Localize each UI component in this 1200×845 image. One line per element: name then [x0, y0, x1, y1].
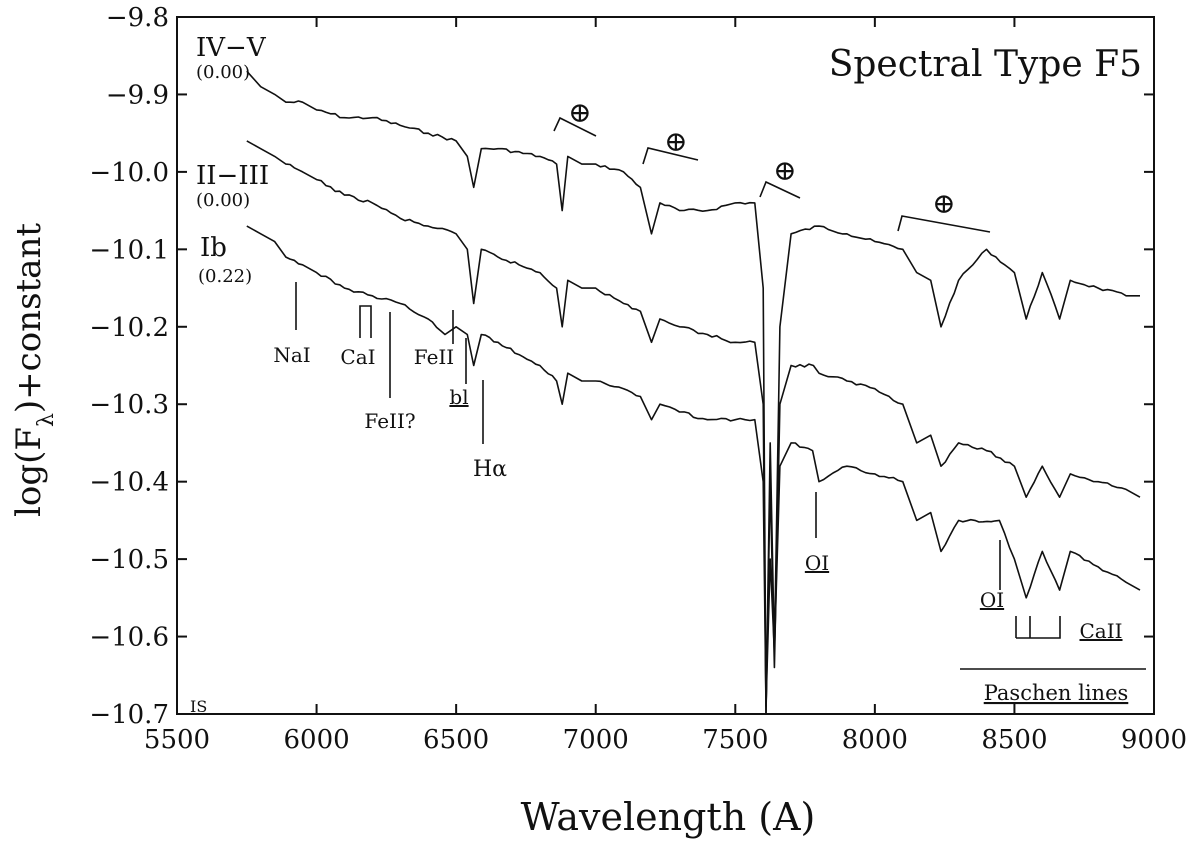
y-tick-label: −10.3 — [89, 390, 169, 420]
spectrum-line-0 — [246, 70, 1140, 715]
annotation-feii-q: FeII? — [364, 409, 415, 433]
annotation-feii: FeII — [414, 345, 454, 369]
x-tick-label: 8000 — [842, 725, 908, 755]
x-tick-label: 5500 — [144, 725, 210, 755]
series-note-ii-iii: (0.00) — [196, 190, 250, 211]
annotation-is: IS — [190, 697, 207, 716]
series-label-ib: Ib — [200, 233, 227, 263]
chart-title: Spectral Type F5 — [829, 44, 1142, 85]
spectra-series — [246, 70, 1141, 715]
x-tick-label: 9000 — [1121, 725, 1187, 755]
bracket-cai — [359, 305, 372, 338]
telluric-band-2 — [642, 147, 699, 165]
y-label-subscript: λ — [34, 413, 59, 427]
telluric-band-3 — [759, 180, 801, 199]
annotation-oi-1: OI — [805, 551, 829, 575]
annotation-oi-2: OI — [980, 588, 1004, 612]
spectrum-line-1 — [246, 140, 1141, 715]
telluric-symbol-2: ⊕ — [664, 125, 687, 158]
y-tick-label: −10.2 — [89, 313, 169, 343]
annotation-bl: bl — [449, 385, 468, 409]
y-tick-label: −9.8 — [106, 3, 169, 33]
series-label-ii-iii: II−III — [196, 161, 269, 191]
series-label-iv-v: IV−V — [196, 33, 267, 63]
y-axis-label: log(Fλ)+constant — [9, 223, 59, 517]
telluric-symbol-1: ⊕ — [568, 96, 591, 129]
telluric-band-4 — [897, 215, 991, 233]
telluric-band-1 — [553, 116, 597, 137]
annotation-paschen: Paschen lines — [984, 681, 1129, 705]
y-tick-label: −10.1 — [89, 235, 169, 265]
series-note-ib: (0.22) — [198, 266, 252, 287]
annotation-nai: NaI — [273, 343, 310, 367]
telluric-symbol-3: ⊕ — [773, 154, 796, 187]
y-tick-label: −10.7 — [89, 700, 169, 730]
telluric-symbol-4: ⊕ — [932, 187, 955, 220]
axis-ticks: 5500 6000 6500 7000 7500 8000 8500 9000 −9.8 −9.9… — [89, 3, 1187, 755]
bracket-caii — [1015, 616, 1061, 639]
annotation-caii: CaII — [1079, 619, 1122, 643]
spectrum-line-2 — [246, 225, 1141, 708]
y-tick-label: −10.4 — [89, 468, 169, 498]
x-tick-label: 7500 — [702, 725, 768, 755]
x-tick-label: 8500 — [981, 725, 1047, 755]
series-note-iv-v: (0.00) — [196, 62, 250, 83]
annotation-halpha: Hα — [473, 457, 507, 482]
plot-frame — [176, 16, 1155, 715]
y-tick-label: −9.9 — [106, 80, 169, 110]
y-tick-label: −10.6 — [89, 623, 169, 653]
y-tick-label: −10.5 — [89, 545, 169, 575]
x-tick-label: 6000 — [283, 725, 349, 755]
annotation-cai: CaI — [340, 345, 375, 369]
line-markers — [295, 116, 1146, 670]
x-tick-label: 7000 — [563, 725, 629, 755]
x-tick-label: 6500 — [423, 725, 489, 755]
x-axis-label: Wavelength (A) — [521, 795, 816, 839]
y-tick-label: −10.0 — [89, 158, 169, 188]
